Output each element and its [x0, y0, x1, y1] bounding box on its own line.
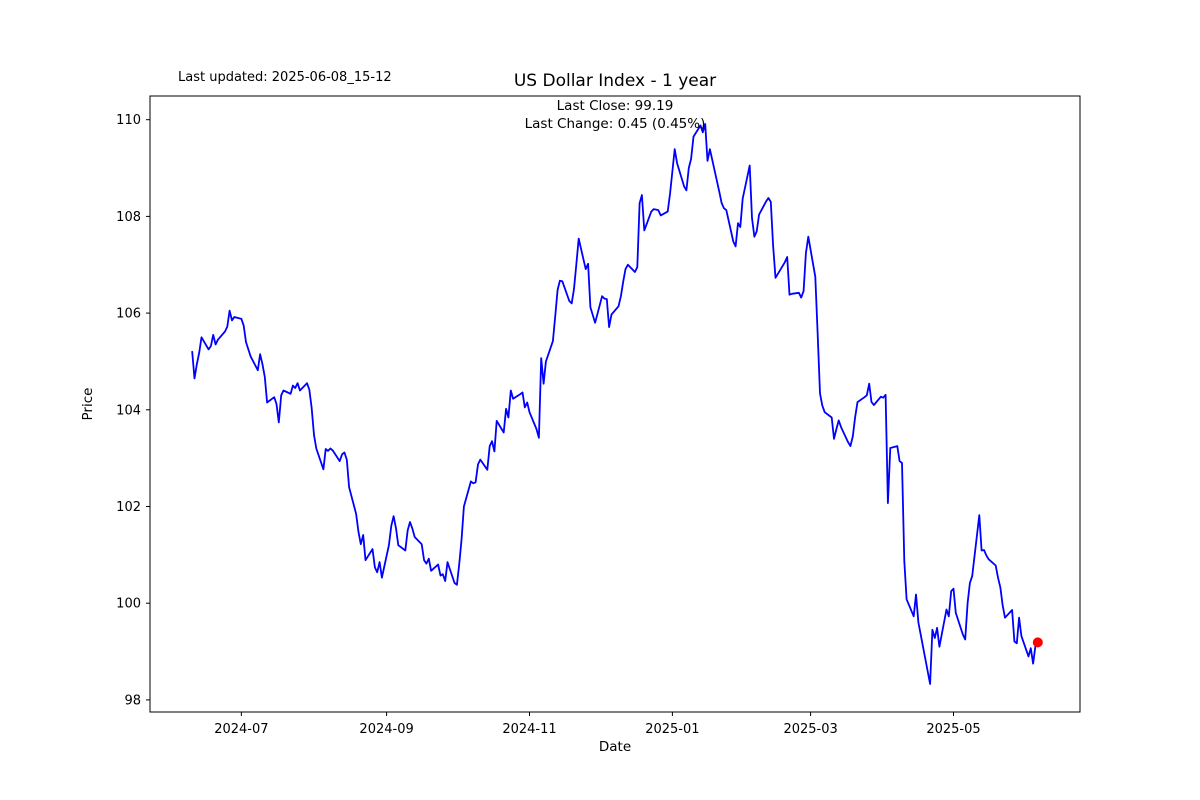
svg-text:104: 104 [116, 403, 141, 418]
last-close-marker [1032, 637, 1043, 648]
axis-ticks [146, 119, 955, 716]
svg-text:102: 102 [116, 500, 141, 515]
svg-text:2025-01: 2025-01 [645, 722, 699, 737]
x-axis-label: Date [598, 739, 632, 755]
svg-text:2024-09: 2024-09 [359, 722, 413, 737]
last-updated-text: Last updated: 2025-06-08_15-12 [178, 70, 392, 85]
svg-text:2025-03: 2025-03 [783, 722, 837, 737]
last-change-text: Last Change: 0.45 (0.45%) [524, 116, 706, 132]
svg-text:106: 106 [116, 307, 141, 322]
last-close-text: Last Close: 99.19 [556, 98, 674, 114]
axes-frame [149, 95, 1081, 713]
svg-text:108: 108 [116, 210, 141, 225]
price-line-series [191, 123, 1039, 685]
svg-text:98: 98 [124, 693, 141, 708]
svg-text:2024-07: 2024-07 [214, 722, 268, 737]
chart-title: US Dollar Index - 1 year [513, 71, 717, 91]
axis-tick-labels: 2024-07 2024-09 2024-11 2025-01 2025-03 2025-… [116, 113, 980, 737]
svg-text:2025-05: 2025-05 [926, 722, 980, 737]
svg-text:110: 110 [116, 113, 141, 128]
svg-text:2024-11: 2024-11 [502, 722, 556, 737]
chart-annotation: Last Close: 99.19 Last Change: 0.45 (0.4… [150, 97, 1080, 133]
svg-text:100: 100 [116, 597, 141, 612]
